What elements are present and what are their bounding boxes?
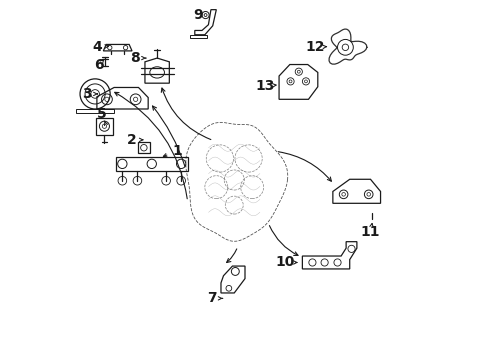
Text: 1: 1: [172, 144, 182, 158]
Text: 4: 4: [93, 40, 102, 54]
Text: 3: 3: [82, 87, 91, 101]
Text: 12: 12: [306, 40, 325, 54]
Text: 9: 9: [194, 8, 203, 22]
Text: 8: 8: [130, 51, 140, 65]
Text: 6: 6: [94, 58, 103, 72]
Text: 7: 7: [207, 291, 217, 305]
Text: 2: 2: [127, 133, 137, 147]
Text: 5: 5: [97, 107, 106, 121]
Text: 11: 11: [361, 225, 380, 239]
Text: 10: 10: [275, 256, 295, 270]
Text: 13: 13: [255, 79, 274, 93]
